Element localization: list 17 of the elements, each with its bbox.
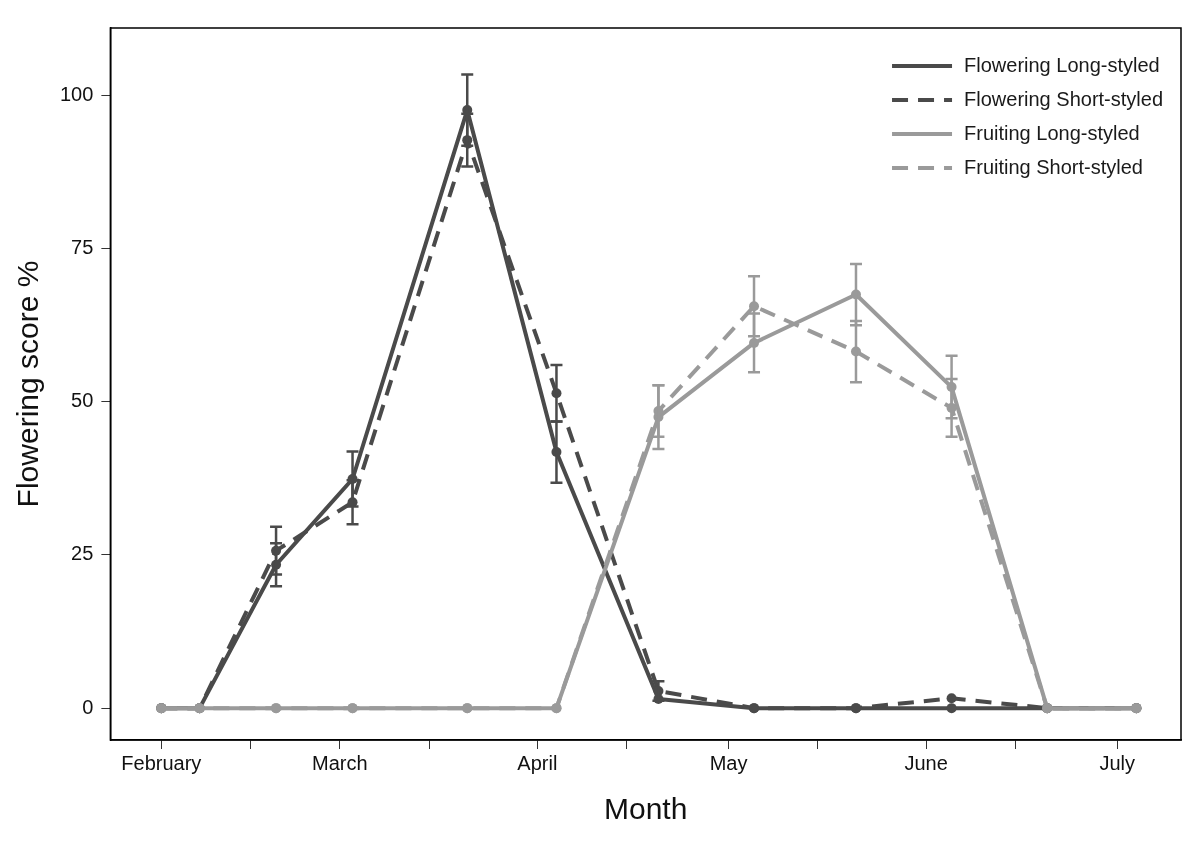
x-tick-label: March [312, 751, 368, 774]
legend-label: Fruiting Short-styled [964, 155, 1143, 178]
x-tick-label: February [121, 751, 202, 774]
y-tick-label: 100 [59, 82, 94, 105]
legend-label: Flowering Long-styled [964, 53, 1160, 76]
y-tick-label: 75 [71, 236, 94, 259]
y-tick-label: 0 [82, 695, 94, 718]
legend-label: Flowering Short-styled [964, 87, 1163, 110]
x-axis-title: Month [603, 792, 688, 826]
y-tick-label: 25 [71, 542, 94, 565]
x-tick-label: July [1099, 751, 1136, 774]
x-tick-label: May [709, 751, 748, 774]
y-tick-label: 50 [71, 389, 94, 412]
x-tick-label: April [517, 751, 558, 774]
legend-label: Fruiting Long-styled [964, 121, 1140, 144]
y-axis-title: Flowering score % [11, 260, 45, 508]
x-tick-label: June [904, 751, 948, 774]
